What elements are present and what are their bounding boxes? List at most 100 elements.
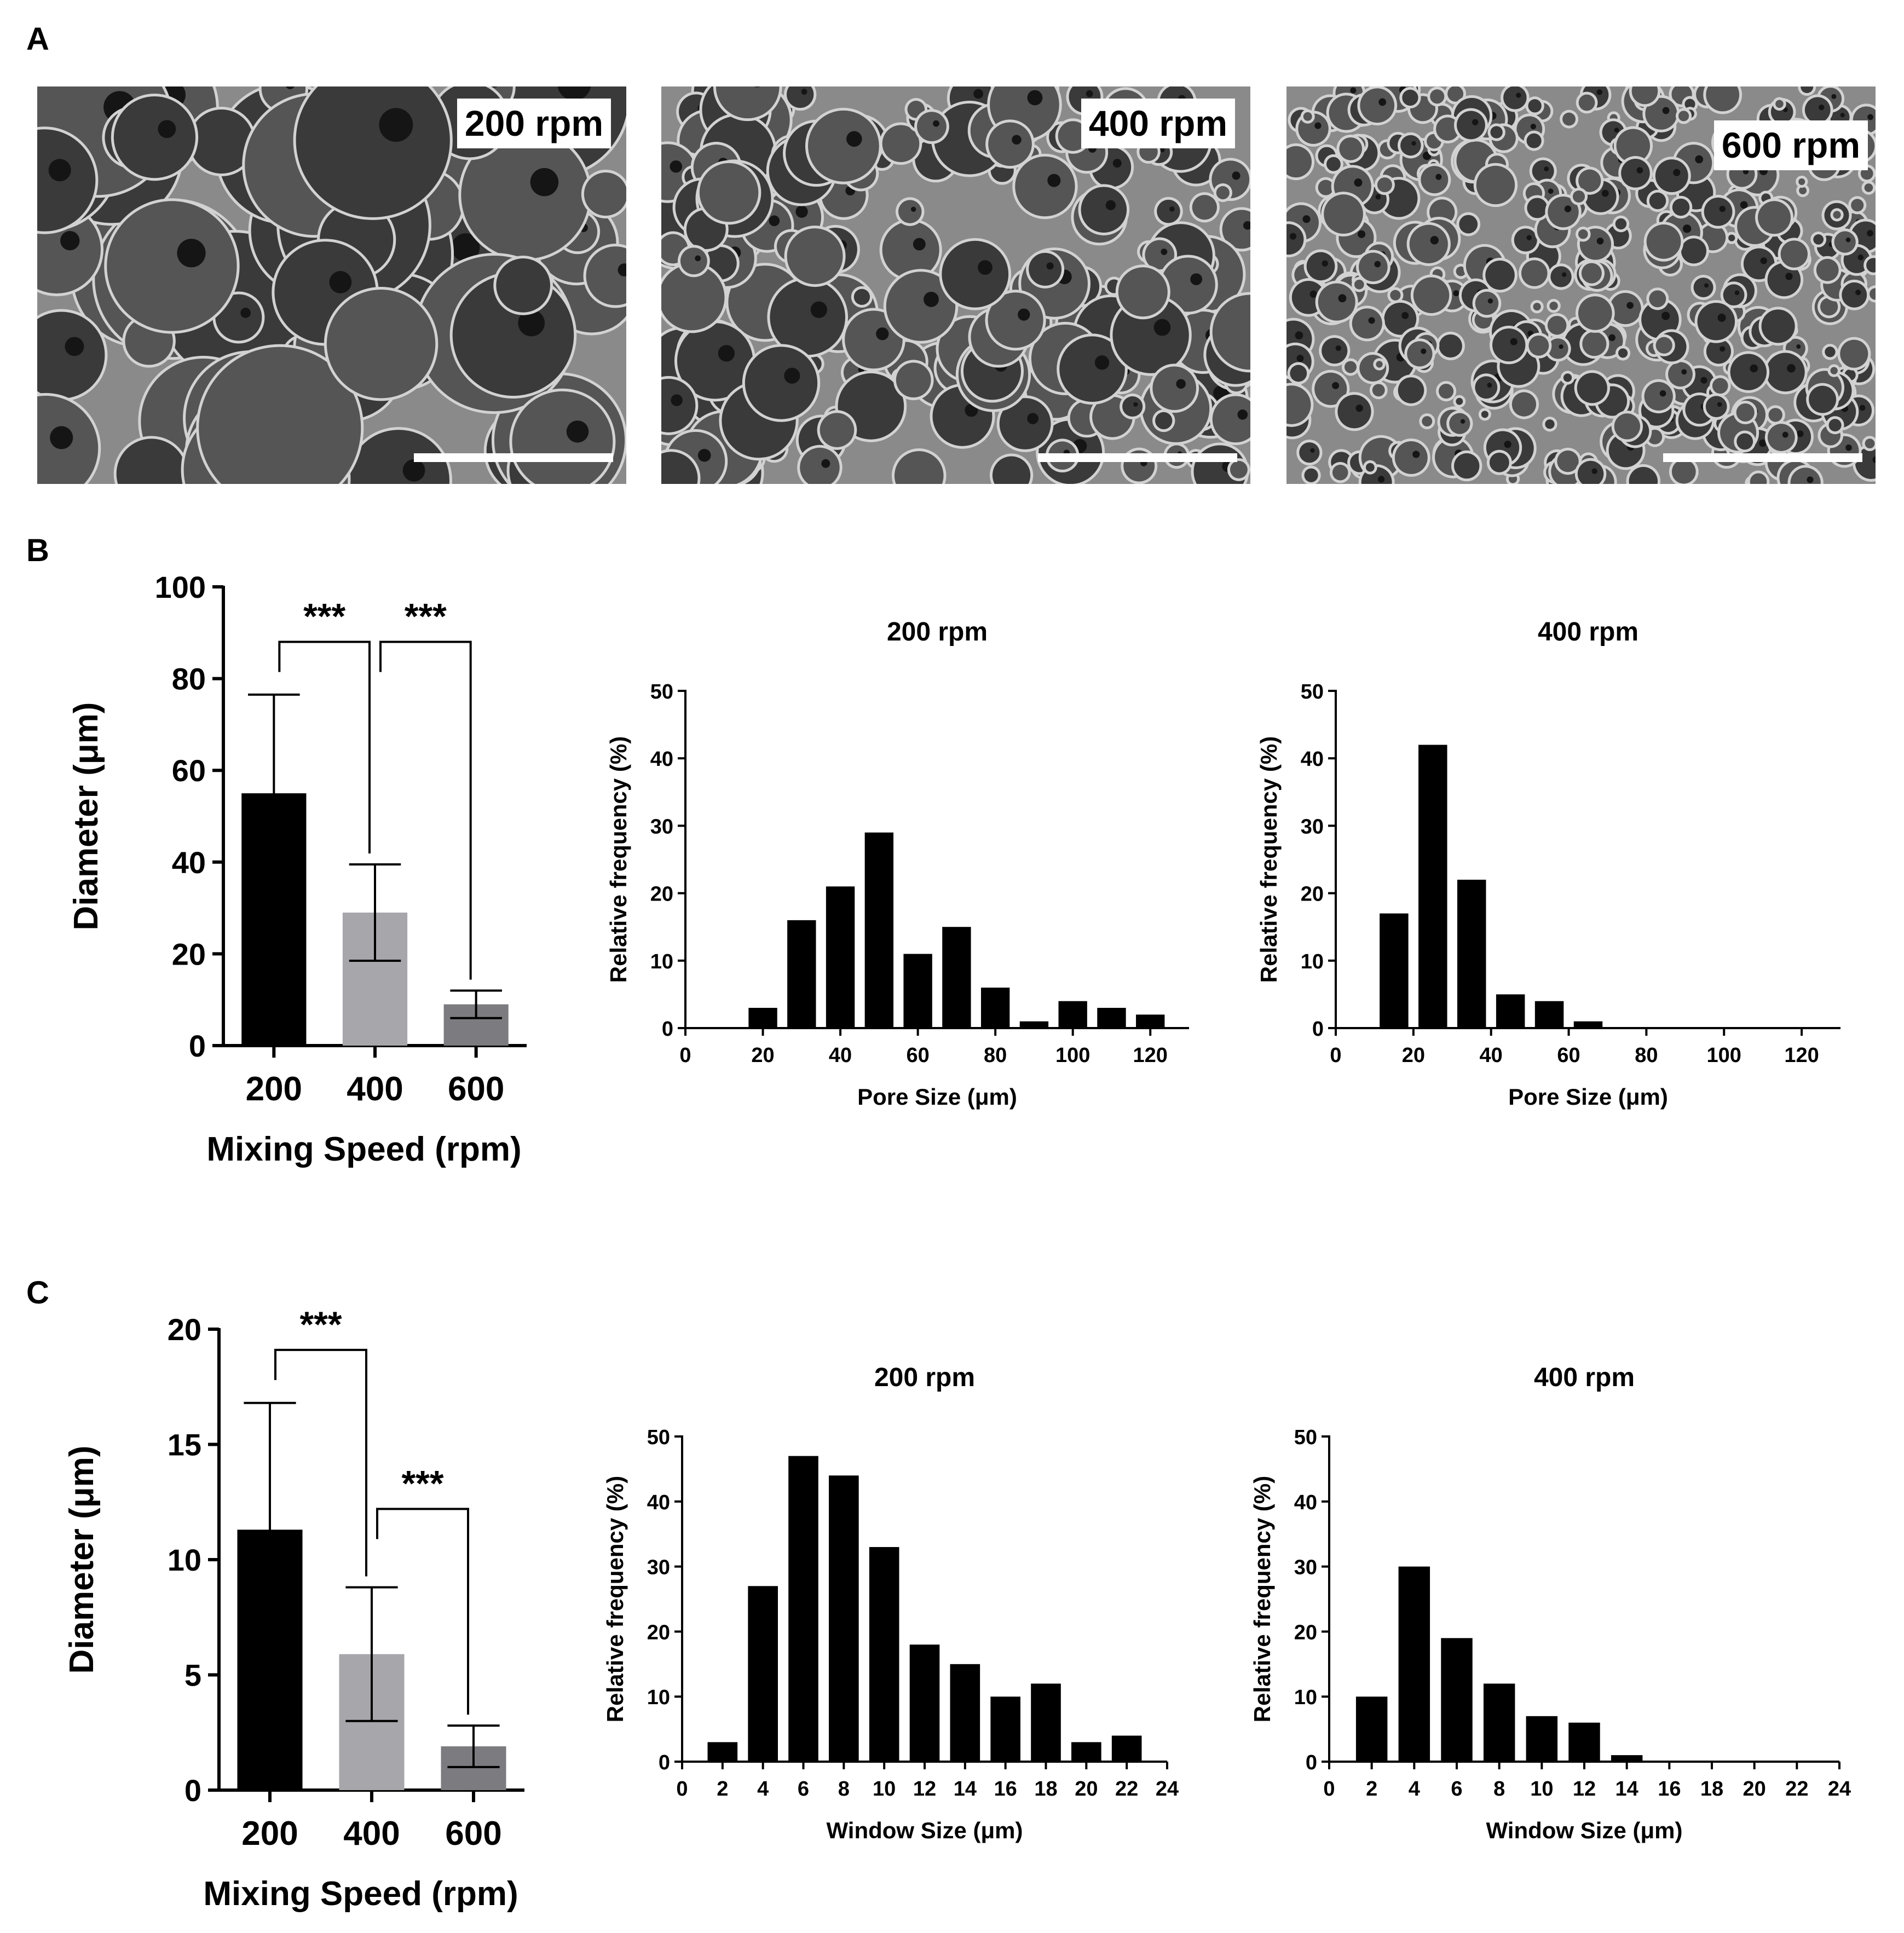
x-tick-label: 22 xyxy=(1115,1778,1138,1801)
window xyxy=(240,308,251,318)
pore xyxy=(1655,159,1688,193)
x-tick-label: 18 xyxy=(1034,1778,1057,1801)
histogram-bar xyxy=(707,1742,738,1762)
window xyxy=(1487,383,1492,388)
pore xyxy=(1436,117,1459,141)
window xyxy=(1159,147,1165,153)
histogram-bar xyxy=(909,1645,940,1762)
pore xyxy=(1655,337,1672,354)
window xyxy=(1719,205,1726,212)
pore xyxy=(1303,112,1312,121)
pore xyxy=(1421,166,1449,194)
window xyxy=(1596,238,1604,245)
window xyxy=(1544,166,1549,171)
pore xyxy=(1422,416,1433,427)
y-tick-label: 20 xyxy=(650,883,673,906)
pore xyxy=(1609,292,1641,325)
pore xyxy=(1548,196,1579,228)
pore xyxy=(770,279,846,355)
pore xyxy=(992,456,1031,484)
window xyxy=(1335,345,1342,351)
pore xyxy=(1457,111,1485,140)
pore xyxy=(1326,157,1341,171)
x-tick-label: 0 xyxy=(676,1778,688,1801)
y-tick-label: 0 xyxy=(659,1751,670,1774)
pore xyxy=(1122,396,1143,417)
pore xyxy=(37,129,96,232)
window xyxy=(1601,189,1609,197)
pore xyxy=(661,452,698,484)
pore xyxy=(1577,460,1604,484)
window xyxy=(1368,317,1375,324)
histogram-bar xyxy=(787,920,816,1028)
y-tick-label: 30 xyxy=(650,815,673,838)
y-tick-label: 10 xyxy=(647,1686,670,1709)
pore xyxy=(199,347,361,484)
histogram-bar xyxy=(1534,1001,1564,1028)
window xyxy=(65,337,84,356)
pore xyxy=(716,86,780,119)
x-tick-label: 16 xyxy=(994,1778,1017,1801)
window xyxy=(1310,448,1315,453)
significance-bracket xyxy=(376,1508,469,1715)
pore xyxy=(1528,335,1549,356)
x-tick-label: 20 xyxy=(1402,1044,1425,1067)
window xyxy=(329,271,352,293)
x-axis-label: Window Size (μm) xyxy=(1486,1817,1683,1843)
window xyxy=(1750,364,1758,373)
window xyxy=(618,263,626,276)
x-tick-label: 100 xyxy=(1707,1044,1741,1067)
window xyxy=(1636,167,1643,174)
window xyxy=(973,89,983,99)
window xyxy=(1516,93,1521,98)
x-tick-label: 80 xyxy=(984,1044,1007,1067)
y-tick-label: 20 xyxy=(168,1312,201,1347)
pore xyxy=(886,272,956,341)
window xyxy=(1161,249,1168,255)
window xyxy=(718,345,735,362)
pore xyxy=(1481,411,1488,418)
pore xyxy=(1447,86,1464,102)
y-tick-label: 0 xyxy=(1312,1018,1324,1041)
y-tick-label: 40 xyxy=(1294,1491,1317,1514)
y-tick-label: 40 xyxy=(1301,748,1324,771)
y-tick-label: 20 xyxy=(1294,1621,1317,1644)
window xyxy=(1819,104,1825,111)
pore xyxy=(1581,263,1602,284)
window xyxy=(1377,476,1385,483)
pore xyxy=(1299,442,1320,463)
x-tick-label: 20 xyxy=(1743,1778,1766,1801)
window xyxy=(1487,298,1493,304)
y-tick-label: 20 xyxy=(647,1621,670,1644)
pore xyxy=(898,200,922,223)
pore xyxy=(1704,197,1733,226)
y-tick-label: 40 xyxy=(650,748,673,771)
pore xyxy=(1649,290,1666,308)
pore xyxy=(1475,376,1498,399)
window xyxy=(60,230,80,251)
pore xyxy=(1372,384,1385,397)
pore xyxy=(1768,408,1782,422)
pore xyxy=(1681,238,1706,264)
y-axis-label: Diameter (μm) xyxy=(63,1446,101,1674)
histogram-bar xyxy=(1526,1716,1558,1762)
y-tick-label: 30 xyxy=(647,1556,670,1579)
pore xyxy=(1533,303,1541,311)
x-tick-label: 12 xyxy=(913,1778,936,1801)
window xyxy=(1314,122,1322,129)
y-tick-label: 15 xyxy=(168,1428,201,1462)
window xyxy=(1855,290,1861,296)
x-tick-label: 40 xyxy=(829,1044,852,1067)
y-tick-label: 0 xyxy=(662,1018,673,1041)
y-axis-label: Relative frequency (%) xyxy=(1256,736,1282,983)
window xyxy=(1094,355,1110,370)
pore xyxy=(1527,198,1548,218)
pore xyxy=(1765,353,1805,392)
window xyxy=(1782,431,1788,438)
pore xyxy=(1398,377,1424,403)
window xyxy=(1169,206,1175,212)
histogram-bar xyxy=(1071,1742,1101,1762)
pore xyxy=(988,292,1043,348)
window xyxy=(518,309,545,337)
pore xyxy=(1402,89,1418,106)
